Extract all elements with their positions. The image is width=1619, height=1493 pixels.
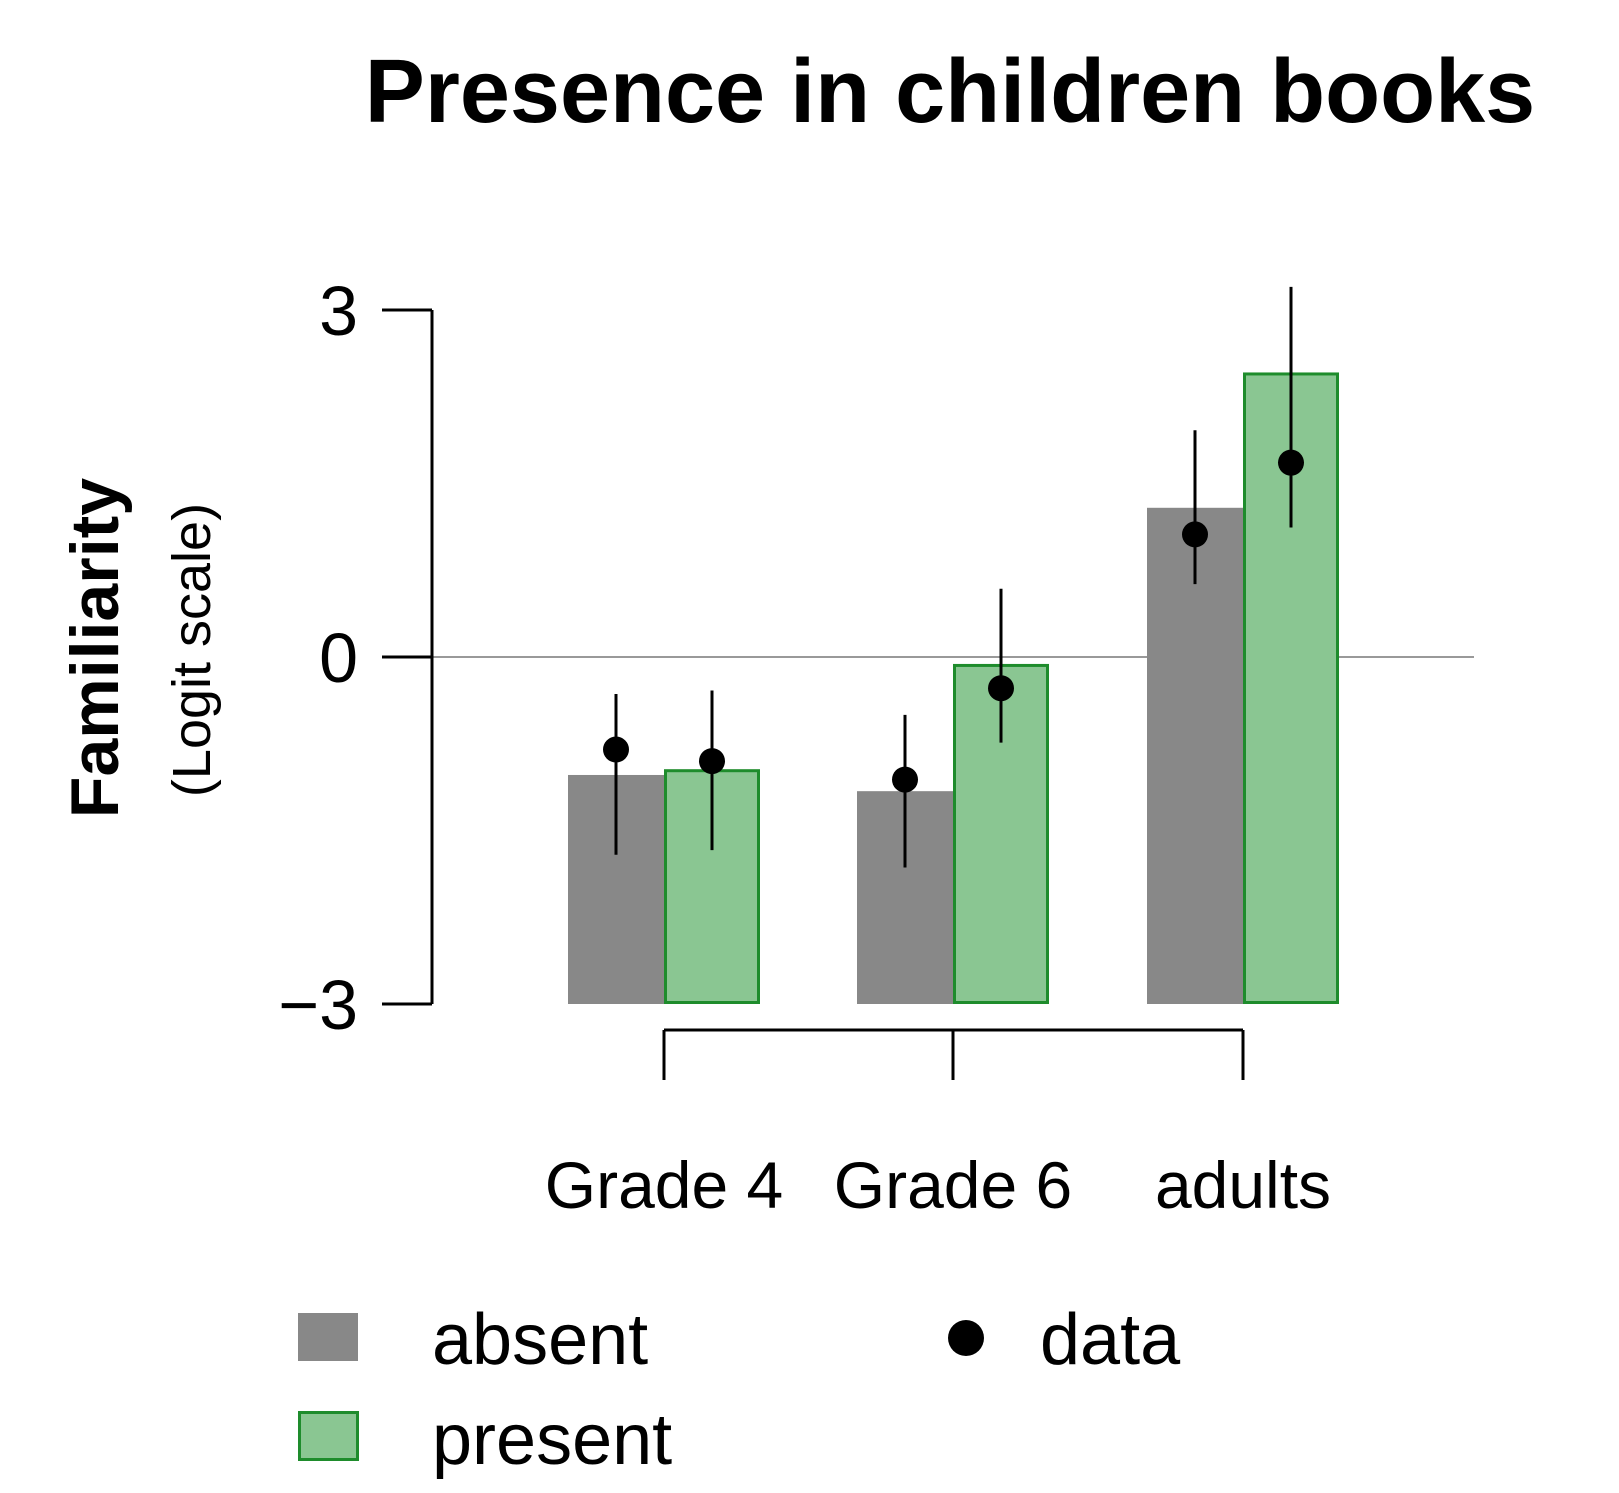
data-point-absent-0 [603,736,629,763]
data-point-present-1 [988,675,1014,702]
data-point-absent-2 [1182,521,1208,548]
legend: absent present data [298,1300,1181,1480]
data-point-present-2 [1278,449,1304,476]
legend-swatch-absent [298,1313,358,1361]
y-axis-sublabel-group: (Logit scale) [162,503,222,797]
y-tick-label-1: 0 [319,619,358,697]
x-category-label-2: adults [1155,1148,1331,1222]
x-category-label-0: Grade 4 [545,1148,783,1222]
bar-present-0 [664,769,760,1004]
y-tick-label-0: 3 [319,272,358,350]
legend-swatch-data [948,1320,984,1356]
y-axis-label: Familiarity [57,478,133,818]
legend-swatch-present [298,1411,359,1461]
y-axis-sublabel: (Logit scale) [162,503,222,797]
legend-label-data: data [1040,1300,1181,1380]
y-axis-label-group: Familiarity [57,478,133,818]
legend-label-present: present [432,1400,672,1480]
chart-title: Presence in children books [365,42,1535,142]
bar-absent-2 [1147,507,1243,1004]
x-category-label-1: Grade 6 [834,1148,1072,1222]
y-tick-label-2: −3 [278,966,358,1044]
data-point-present-0 [699,748,725,775]
data-point-absent-1 [892,766,918,793]
plot-area: 3 0 −3 Grade 4 Grade 6 adults [278,272,1474,1222]
legend-label-absent: absent [432,1300,648,1380]
